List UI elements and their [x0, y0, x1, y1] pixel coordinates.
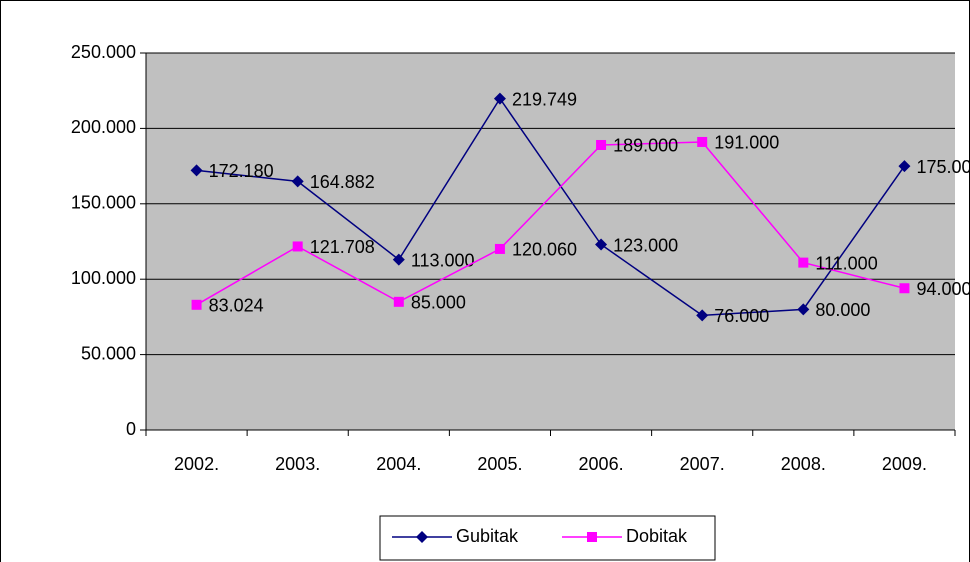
- data-label: 83.024: [209, 296, 264, 316]
- plot-area: [146, 53, 955, 430]
- x-tick-label: 2006.: [579, 454, 624, 474]
- marker: [797, 303, 810, 316]
- data-label: 120.060: [512, 240, 577, 260]
- data-label: 191.000: [714, 133, 779, 153]
- x-tick-label: 2007.: [680, 454, 725, 474]
- x-tick-label: 2009.: [882, 454, 927, 474]
- data-label: 80.000: [815, 300, 870, 320]
- data-label: 121.708: [310, 237, 375, 257]
- marker: [696, 309, 709, 322]
- data-label: 164.882: [310, 172, 375, 192]
- marker: [292, 241, 303, 252]
- data-label: 94.000: [916, 279, 970, 299]
- x-tick-label: 2004.: [376, 454, 421, 474]
- data-label: 219.749: [512, 89, 577, 109]
- data-label: 111.000: [815, 253, 877, 273]
- legend: [379, 515, 716, 561]
- x-tick-label: 2008.: [781, 454, 826, 474]
- y-tick-label: 200.000: [71, 117, 136, 137]
- series-line: [196, 141, 905, 306]
- marker: [190, 164, 203, 177]
- marker: [697, 136, 708, 147]
- data-label: 85.000: [411, 293, 466, 313]
- y-tick-label: 0: [126, 419, 136, 439]
- data-label: 189.000: [613, 136, 678, 156]
- marker: [798, 257, 809, 268]
- legend-label: Gubitak: [456, 526, 519, 546]
- data-label: 123.000: [613, 235, 678, 255]
- marker: [596, 139, 607, 150]
- marker: [587, 532, 597, 542]
- marker: [494, 243, 505, 254]
- x-tick-label: 2005.: [477, 454, 522, 474]
- legend-label: Dobitak: [626, 526, 688, 546]
- data-label: 76.000: [714, 306, 769, 326]
- data-label: 175.000: [916, 157, 970, 177]
- marker: [898, 160, 911, 173]
- y-tick-label: 250.000: [71, 42, 136, 62]
- marker: [291, 175, 304, 188]
- series-line: [196, 97, 906, 317]
- data-label: 172.180: [209, 161, 274, 181]
- marker: [393, 296, 404, 307]
- marker: [392, 253, 405, 266]
- y-tick-label: 100.000: [71, 268, 136, 288]
- marker: [191, 299, 202, 310]
- x-tick-label: 2002.: [174, 454, 219, 474]
- marker: [595, 238, 608, 251]
- data-label: 113.000: [411, 250, 475, 270]
- y-tick-label: 50.000: [81, 343, 136, 363]
- marker: [493, 92, 506, 105]
- marker: [416, 531, 428, 543]
- y-tick-label: 150.000: [71, 193, 136, 213]
- marker: [899, 283, 910, 294]
- x-tick-label: 2003.: [275, 454, 320, 474]
